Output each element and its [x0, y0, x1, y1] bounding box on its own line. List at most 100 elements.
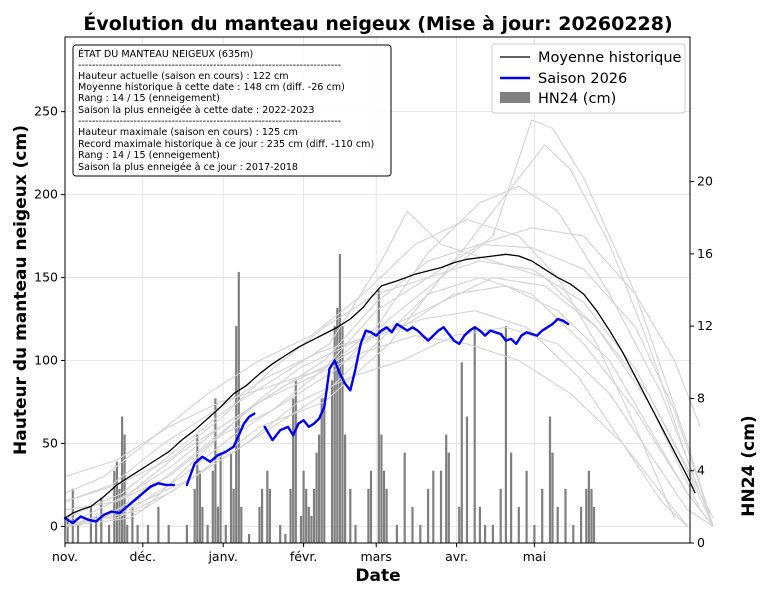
hn24-bar — [344, 434, 347, 543]
hn24-bar — [445, 434, 448, 543]
y-tick-label: 50 — [42, 435, 58, 450]
hn24-bar — [167, 524, 170, 543]
hn24-bar — [211, 470, 214, 543]
hn24-bar — [198, 470, 201, 543]
historical-season-line — [65, 277, 714, 527]
hn24-bar — [232, 488, 235, 543]
hn24-bar — [320, 398, 323, 543]
info-line-historical-mean: Moyenne historique à cette date : 148 cm… — [78, 81, 345, 93]
historical-season-line — [64, 218, 675, 519]
hn24-bar — [312, 488, 316, 543]
hn24-bar — [115, 461, 118, 543]
hn24-bar — [331, 380, 334, 543]
hn24-bar — [465, 416, 469, 543]
hn24-bar — [447, 452, 450, 543]
hn24-bar — [341, 326, 344, 543]
hn24-bar — [551, 452, 554, 543]
y2-tick-label: 4 — [697, 463, 705, 478]
hn24-bar — [240, 506, 243, 543]
historical-season-line — [64, 119, 714, 527]
historical-season-line — [64, 144, 714, 527]
hn24-bar — [349, 488, 352, 543]
hn24-bar — [572, 524, 575, 543]
hn24-bar — [491, 524, 494, 543]
hn24-bar — [548, 416, 552, 543]
hn24-bar — [336, 308, 339, 543]
historical-season-line — [64, 326, 714, 527]
hn24-bar — [541, 488, 544, 543]
hn24-bar — [305, 488, 308, 543]
y-tick-label: 100 — [34, 353, 58, 368]
hn24-bar — [411, 506, 414, 543]
info-line-title: ÉTAT DU MANTEAU NEIGEUX (635m) — [78, 47, 253, 60]
hn24-bar — [248, 534, 251, 543]
x-tick-label: nov. — [52, 549, 78, 564]
mean-line — [64, 253, 696, 519]
y-axis-label: Hauteur du manteau neigeux (cm) — [11, 125, 31, 455]
info-line-max-height: Hauteur maximale (saison en cours) : 125… — [78, 127, 298, 138]
info-line-rank-max: Rang : 14 / 15 (enneigement) — [78, 150, 220, 161]
x-tick-label: déc. — [130, 549, 156, 564]
hn24-bar — [564, 488, 567, 543]
hn24-bar — [294, 380, 297, 543]
hn24-bar — [279, 524, 282, 543]
historical-season-line — [64, 210, 701, 519]
hn24-bar — [118, 488, 121, 543]
historical-season-line — [64, 285, 714, 527]
historical-season-line — [64, 310, 688, 527]
hn24-bar — [385, 488, 388, 543]
hn24-bar — [146, 524, 150, 543]
y-tick-label: 150 — [34, 270, 58, 285]
hn24-bar — [216, 506, 220, 543]
hn24-bar — [504, 326, 507, 543]
hn24-bar — [258, 506, 261, 543]
hn24-bar — [113, 470, 116, 543]
x-tick-label: janv. — [207, 549, 237, 564]
historical-season-line — [64, 243, 709, 511]
historical-season-line — [64, 277, 714, 527]
x-tick-label: avr. — [445, 549, 468, 564]
info-line-rank: Rang : 14 / 15 (enneigement) — [78, 93, 220, 104]
hn24-bar — [76, 524, 80, 543]
hn24-bar — [237, 271, 240, 543]
hn24-bar — [592, 506, 596, 543]
legend-frame — [491, 43, 686, 114]
hn24-bar — [460, 362, 463, 543]
season-line — [63, 482, 176, 525]
y2-tick-label: 20 — [697, 174, 713, 189]
hn24-bar — [510, 452, 513, 543]
historical-season-line — [64, 260, 714, 527]
info-line-snowiest-to-date: Saison la plus enneigée à ce jour : 2017… — [78, 161, 298, 173]
hn24-bar — [525, 470, 528, 543]
hn24-bar — [333, 326, 336, 543]
hn24-bar — [377, 290, 380, 543]
hn24-bar — [427, 488, 430, 543]
hn24-bars — [66, 253, 596, 543]
hn24-bar — [123, 434, 126, 543]
historical-seasons — [64, 119, 714, 527]
y-tick-label: 0 — [50, 518, 58, 533]
hn24-bar — [590, 488, 593, 543]
hn24-bar — [266, 470, 269, 543]
hn24-bar — [318, 434, 321, 543]
y2-tick-label: 12 — [697, 318, 713, 333]
hn24-bar — [71, 488, 74, 543]
hn24-bar — [323, 398, 326, 543]
y2-tick-label: 0 — [697, 535, 705, 550]
plot-frame — [64, 36, 691, 544]
hn24-bar — [338, 253, 341, 543]
hn24-bar — [66, 515, 69, 543]
y-tick-label: 250 — [34, 104, 58, 119]
season-line — [263, 317, 570, 442]
hn24-bar — [206, 524, 209, 543]
hn24-bar — [261, 488, 264, 543]
hn24-bar — [473, 326, 476, 543]
legend-label-mean: Moyenne historique — [538, 50, 682, 66]
hn24-bar — [289, 488, 292, 543]
hn24-bar — [369, 470, 373, 543]
hn24-bar — [268, 488, 271, 543]
legend-label-season: Saison 2026 — [538, 71, 627, 87]
hn24-bar — [185, 524, 188, 543]
